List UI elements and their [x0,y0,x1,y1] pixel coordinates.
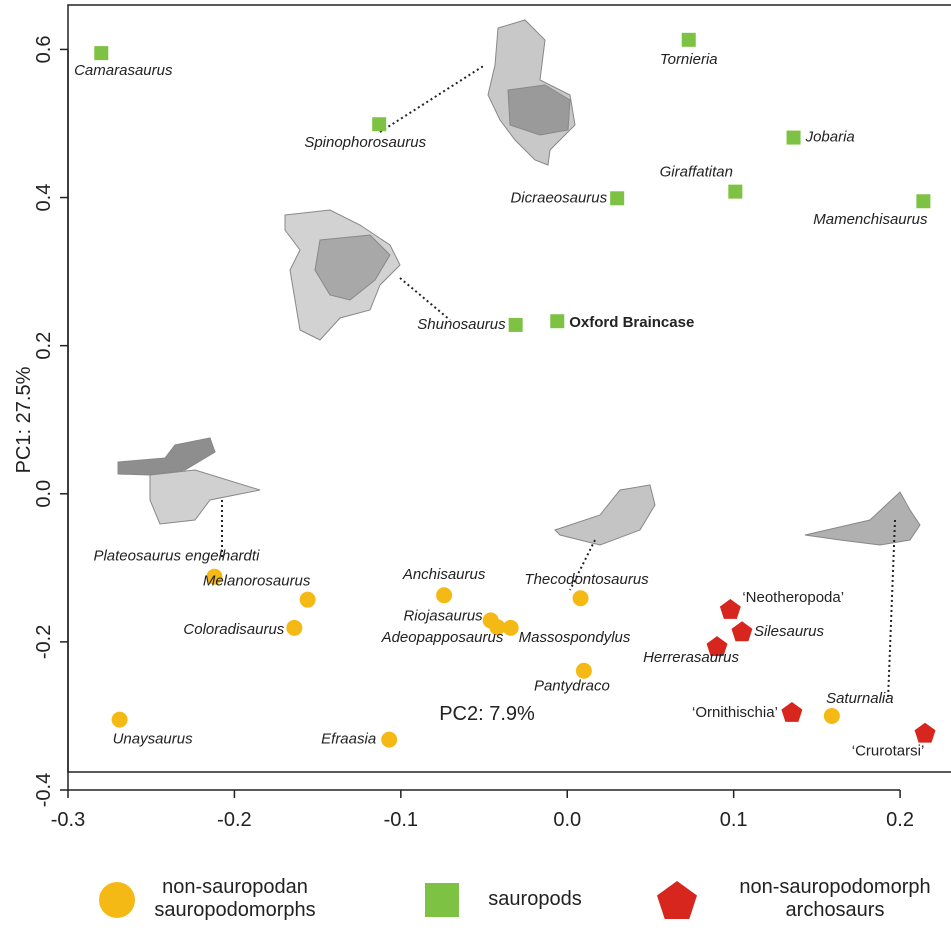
point-label: Dicraeosaurus [510,189,607,206]
point [94,46,108,60]
point-label: Pantydraco [534,678,610,695]
point [610,191,624,205]
point-label: Riojasaurus [403,607,483,624]
point-label: Jobaria [805,129,855,146]
point-label: Massospondylus [519,629,631,646]
y-axis-label: PC1: 27.5% [13,366,35,473]
x-tick-label: -0.3 [51,809,85,831]
point [503,620,519,636]
legend-label: non-sauropodan sauropodomorphs [140,876,330,922]
point [781,702,802,722]
point [381,732,397,748]
y-tick-label: 0.2 [33,332,55,360]
y-tick-label: -0.4 [33,773,55,807]
point [300,592,316,608]
x-tick-label: -0.1 [384,809,418,831]
x-tick-label: 0.0 [553,809,581,831]
point-label: ‘Neotheropoda’ [742,589,844,606]
point [286,620,302,636]
point [787,131,801,145]
legend-marker [655,878,699,922]
point-label: Unaysaurus [113,731,194,748]
point-label: Spinophorosaurus [304,134,426,151]
legend-swatch [425,883,459,917]
legend-swatch [99,882,135,918]
point [732,621,753,641]
y-tick-label: 0.0 [33,480,55,508]
skull-illustration [118,20,920,545]
legend-label: sauropods [470,888,600,911]
point-label: ‘Ornithischia’ [692,704,778,721]
point-label: Anchisaurus [402,566,486,583]
legend-marker [95,878,139,922]
point [824,708,840,724]
point-label: Shunosaurus [417,316,506,333]
point-label: Coloradisaurus [183,621,284,638]
point-label: Giraffatitan [660,164,733,181]
point-label: Tornieria [660,51,718,68]
point-label: Herrerasaurus [643,649,739,666]
point [728,185,742,199]
legend-label: non-sauropodomorph archosaurs [715,876,951,922]
point-label: Camarasaurus [74,62,173,79]
point-label: Thecodontosaurus [524,571,649,588]
legend-marker [420,878,464,922]
page: PC2: 7.9% PC1: 27.5% -0.3 -0.2 -0.1 0.0 0.1 0… [0,0,951,950]
point [916,194,930,208]
x-axis-label: PC2: 7.9% [439,703,535,725]
point [436,587,452,603]
legend: non-sauropodan sauropodomorphs sauropods n… [0,860,951,950]
point-label: Oxford Braincase [569,314,694,331]
point [372,117,386,131]
y-tick-label: -0.2 [33,625,55,659]
x-tick-label: 0.2 [886,809,914,831]
point [573,590,589,606]
x-tick-label: 0.1 [720,809,748,831]
point-label: Plateosaurus engelhardti [93,548,260,565]
point-label: Silesaurus [754,623,825,640]
point-label: ‘Crurotarsi’ [852,743,925,760]
point [720,599,741,619]
point-label: Efraasia [321,731,376,748]
point-label: Melanorosaurus [203,573,311,590]
legend-swatch [657,881,697,919]
point [550,314,564,328]
point-label: Saturnalia [826,690,894,707]
x-tick-label: -0.2 [217,809,251,831]
point [682,33,696,47]
point [576,663,592,679]
point [509,318,523,332]
point [112,712,128,728]
y-tick-label: 0.4 [33,184,55,212]
point [915,723,936,743]
y-tick-label: 0.6 [33,36,55,64]
point-label: Mamenchisaurus [813,211,928,228]
point-label: Adeopapposaurus [381,629,504,646]
chart: PC2: 7.9% PC1: 27.5% -0.3 -0.2 -0.1 0.0 0.1 0… [0,0,951,860]
